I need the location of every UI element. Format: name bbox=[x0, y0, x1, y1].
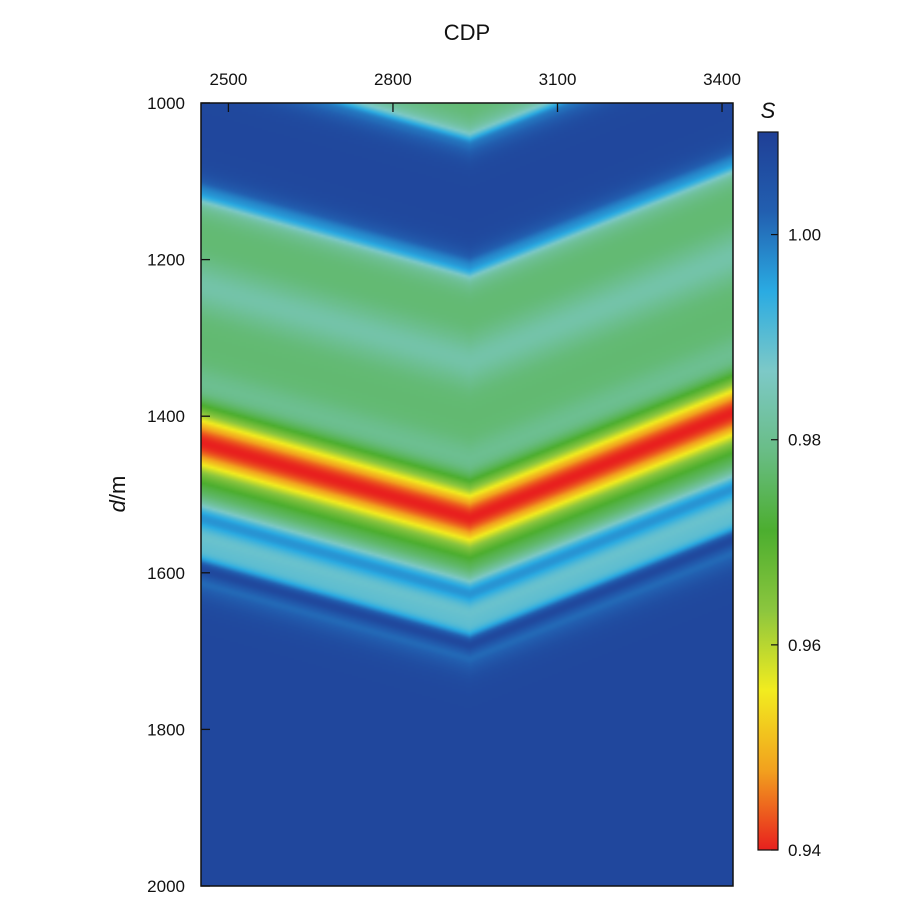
colorbar-tick-label: 1.00 bbox=[788, 226, 821, 245]
y-axis-title-symbol: d bbox=[105, 499, 130, 512]
y-axis-ticks: 1000 1200 1400 1600 1800 2000 bbox=[147, 94, 210, 896]
x-axis-title: CDP bbox=[444, 20, 490, 45]
y-tick-label: 1800 bbox=[147, 720, 185, 739]
y-axis-title: d/m bbox=[105, 476, 130, 513]
y-tick-label: 1400 bbox=[147, 407, 185, 426]
colorbar-title: S bbox=[761, 98, 776, 123]
x-tick-label: 2800 bbox=[374, 70, 412, 89]
x-tick-label: 2500 bbox=[210, 70, 248, 89]
y-tick-label: 2000 bbox=[147, 877, 185, 896]
y-tick-label: 1600 bbox=[147, 564, 185, 583]
plot-frame bbox=[200, 102, 734, 887]
colorbar-tick-label: 0.98 bbox=[788, 431, 821, 450]
y-axis-title-unit: /m bbox=[105, 476, 130, 500]
colorbar bbox=[757, 131, 779, 851]
x-tick-label: 3400 bbox=[703, 70, 741, 89]
x-axis-ticks: 2500 2800 3100 3400 bbox=[210, 70, 741, 112]
heatmap-image bbox=[201, 103, 733, 886]
colorbar-tick-label: 0.96 bbox=[788, 636, 821, 655]
colorbar-ticks: 0.94 0.96 0.98 1.00 bbox=[771, 226, 821, 860]
x-tick-label: 3100 bbox=[539, 70, 577, 89]
colorbar-tick-label: 0.94 bbox=[788, 841, 821, 860]
y-tick-label: 1200 bbox=[147, 251, 185, 270]
y-tick-label: 1000 bbox=[147, 94, 185, 113]
